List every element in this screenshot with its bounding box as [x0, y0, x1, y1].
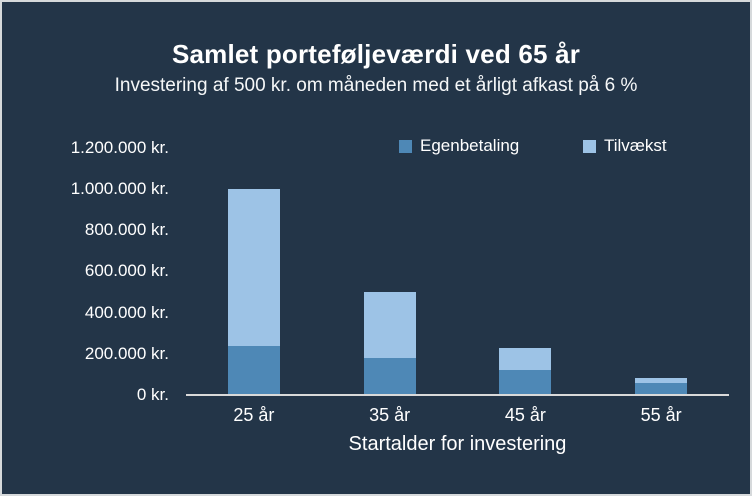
- bars: [186, 148, 729, 395]
- bar-segment-tilvaekst: [363, 292, 416, 358]
- bar: [635, 378, 688, 395]
- y-tick-label: 800.000 kr.: [84, 220, 169, 240]
- legend-label: Egenbetaling: [420, 136, 520, 155]
- bar-segment-tilvaekst: [227, 189, 280, 346]
- y-tick-label: 0 kr.: [136, 384, 169, 404]
- bar: [499, 347, 552, 395]
- legend-item-egenbetaling: Egenbetaling: [399, 136, 519, 156]
- x-tick-label: 35 år: [369, 405, 411, 425]
- y-axis: 1.200.000 kr. 1.000.000 kr. 800.000 kr. 600…: [32, 138, 169, 405]
- bar-segment-tilvaekst: [635, 378, 688, 383]
- legend-swatch-egenbetaling: [399, 139, 412, 153]
- bar-segment-egenbetaling: [227, 345, 280, 395]
- x-tick-label: 55 år: [640, 405, 682, 425]
- bar-segment-tilvaekst: [499, 347, 552, 371]
- x-tick-label: 25 år: [233, 405, 275, 425]
- bar-segment-egenbetaling: [499, 370, 552, 395]
- x-axis-title: Startalder for investering: [348, 433, 567, 455]
- y-tick-label: 1.000.000 kr.: [70, 179, 169, 199]
- plot-area: [186, 148, 729, 396]
- x-axis-line: [186, 394, 729, 396]
- legend-item-tilvaekst: Tilvækst: [583, 136, 667, 156]
- bar-slot: [322, 292, 458, 395]
- y-tick-label: 200.000 kr.: [84, 343, 169, 363]
- chart-subtitle: Investering af 500 kr. om måneden med et…: [114, 75, 638, 96]
- y-tick-label: 600.000 kr.: [84, 261, 169, 281]
- chart-title: Samlet porteføljeværdi ved 65 år: [171, 39, 581, 69]
- bar: [227, 189, 280, 395]
- bar-segment-egenbetaling: [363, 358, 416, 395]
- y-tick-label: 1.200.000 kr.: [70, 138, 169, 157]
- legend-swatch-tilvaekst: [583, 139, 596, 153]
- bar-slot: [593, 378, 729, 395]
- x-axis-labels: 25 år 35 år 45 år 55 år: [186, 405, 729, 426]
- bar-segment-egenbetaling: [635, 382, 688, 395]
- bar-slot: [186, 189, 322, 395]
- legend-label: Tilvækst: [604, 136, 667, 155]
- bar: [363, 292, 416, 395]
- y-tick-label: 400.000 kr.: [84, 302, 169, 322]
- x-tick-label: 45 år: [504, 405, 546, 425]
- bar-slot: [458, 347, 594, 395]
